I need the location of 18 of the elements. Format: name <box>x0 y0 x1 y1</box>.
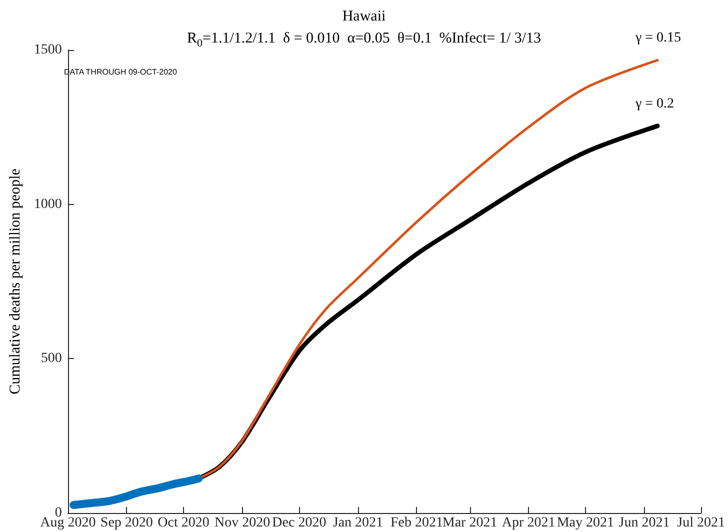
x-tick-label: Oct 2020 <box>158 516 210 530</box>
x-tick-label: Apr 2021 <box>502 516 556 530</box>
y-tick-label: 500 <box>40 351 62 366</box>
x-tick-label: Nov 2020 <box>214 516 270 530</box>
x-tick-label: Jun 2021 <box>618 516 670 530</box>
y-axis-title: Cumulative deaths per million people <box>8 168 24 394</box>
chart-title: Hawaii <box>342 8 386 24</box>
y-tick-label: 1500 <box>34 42 62 58</box>
y-tick-label: 1000 <box>34 196 62 212</box>
x-tick-label: Mar 2021 <box>442 516 498 530</box>
x-tick-label: Feb 2021 <box>390 516 443 530</box>
series-label: γ = 0.15 <box>634 30 682 46</box>
x-tick-label: May 2021 <box>556 516 614 530</box>
x-tick-label: Sep 2020 <box>100 516 153 530</box>
x-tick-label: Jul 2021 <box>677 516 726 530</box>
x-tick-label: Dec 2020 <box>272 516 326 530</box>
x-tick-label: Jan 2021 <box>332 516 384 530</box>
series-label: γ = 0.2 <box>634 96 674 112</box>
